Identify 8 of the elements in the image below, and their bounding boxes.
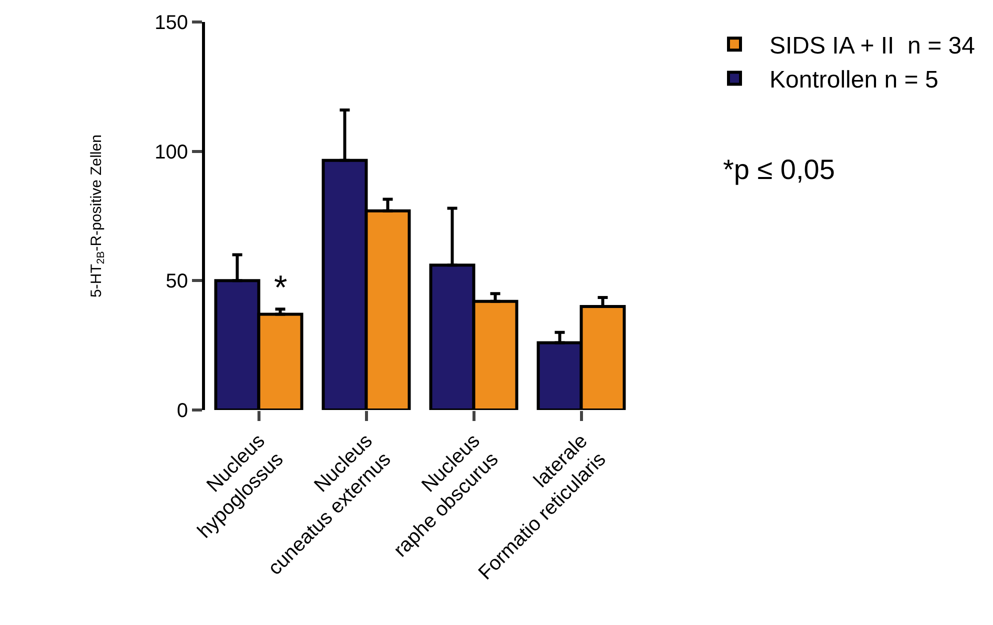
y-tick-label: 100	[154, 141, 188, 164]
y-tick-label: 50	[166, 270, 188, 293]
legend-label: Kontrollen n = 5	[770, 66, 938, 94]
y-tick-label: 0	[176, 400, 188, 422]
y-tick-label: 150	[154, 12, 188, 34]
legend-label: SIDS IA + II n = 34	[770, 32, 975, 60]
text: *p ≤ 0,05	[723, 154, 835, 185]
annotation: *	[274, 269, 288, 307]
